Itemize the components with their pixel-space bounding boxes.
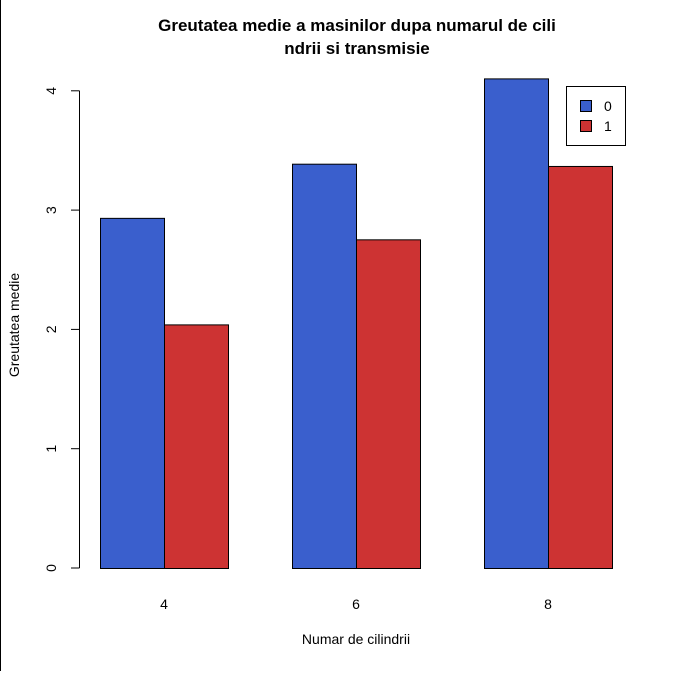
y-tick-label: 2 — [43, 325, 59, 333]
x-tick-labels: 4 6 8 — [160, 596, 552, 612]
legend-swatch-0 — [580, 100, 592, 112]
legend-swatch-1 — [580, 120, 592, 132]
legend: 01 — [566, 86, 626, 146]
bar-series-1-cat-4 — [164, 324, 229, 569]
bar-series-0-cat-8 — [484, 78, 549, 570]
chart-title-line-2: ndrii si transmisie — [284, 39, 430, 58]
bar-series-0-cat-4 — [100, 217, 165, 570]
bars-group — [100, 78, 613, 570]
y-tick-label: 4 — [43, 87, 59, 95]
legend-label-1: 1 — [604, 118, 612, 134]
legend-box — [566, 86, 626, 146]
y-axis: 0 1 2 3 4 — [43, 87, 80, 572]
legend-label-0: 0 — [604, 98, 612, 114]
bar-series-1-cat-6 — [356, 239, 421, 570]
x-tick-label: 4 — [160, 596, 168, 612]
x-axis-label: Numar de cilindrii — [302, 631, 410, 647]
bar-series-1-cat-8 — [548, 165, 613, 569]
y-tick-label: 1 — [43, 445, 59, 453]
x-tick-label: 8 — [544, 596, 552, 612]
chart-title-line-1: Greutatea medie a masinilor dupa numarul… — [158, 16, 556, 35]
y-tick-label: 3 — [43, 206, 59, 214]
x-tick-label: 6 — [352, 596, 360, 612]
y-tick-label: 0 — [43, 564, 59, 572]
y-axis-label: Greutatea medie — [6, 273, 22, 377]
bar-series-0-cat-6 — [292, 163, 357, 570]
